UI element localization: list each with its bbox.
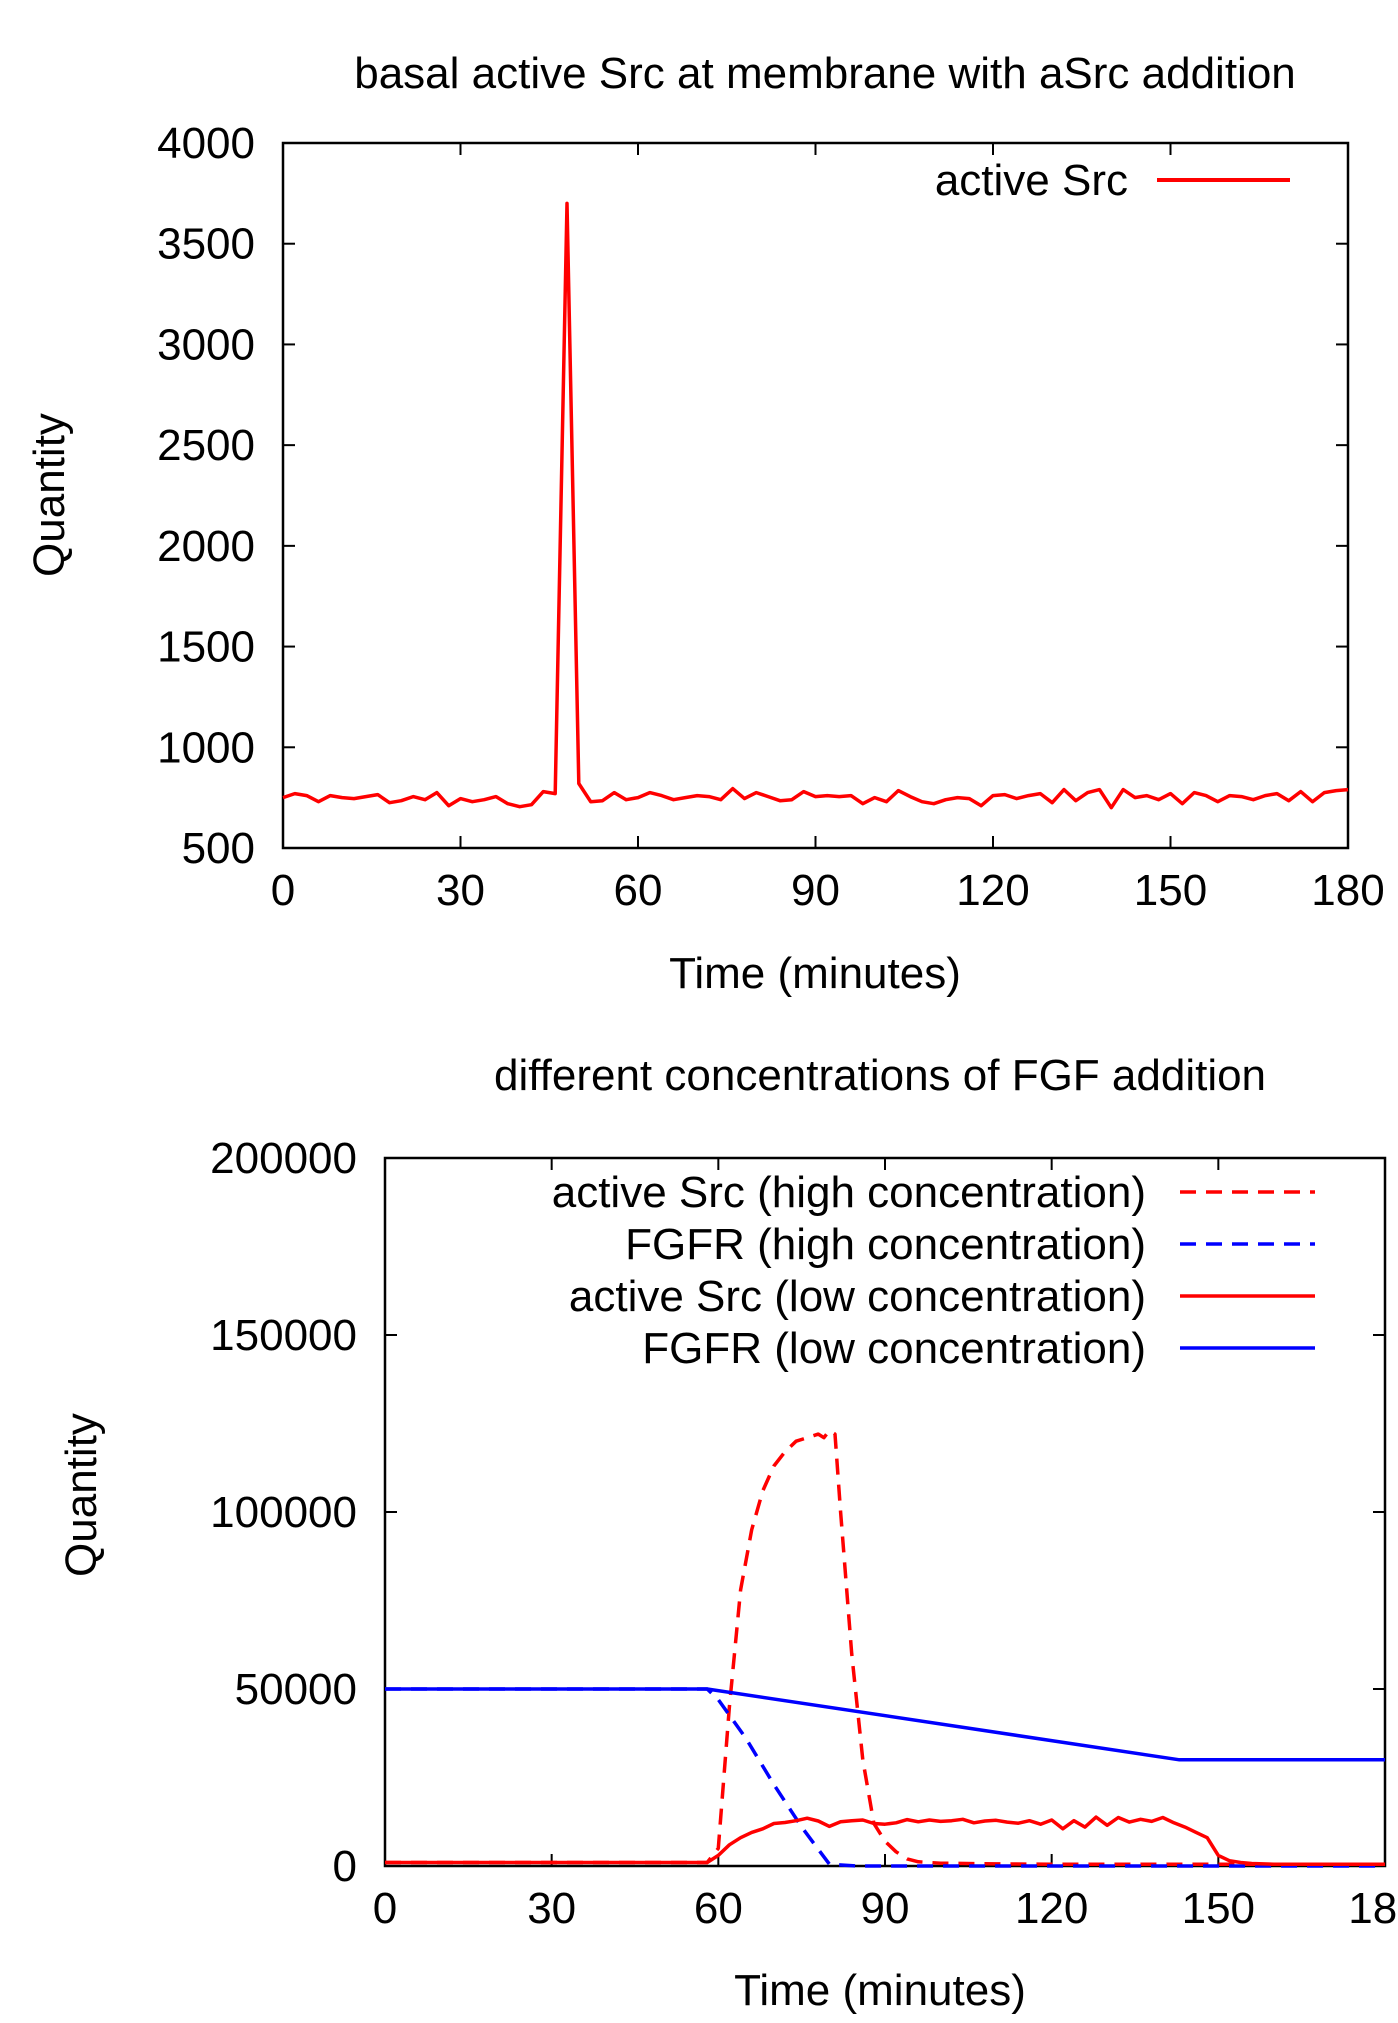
- chart-1-y-tick-label-2: 1500: [157, 623, 255, 672]
- chart-2-x-tick-label-5: 150: [1182, 1884, 1255, 1933]
- chart-2-y-tick-label-2: 100000: [210, 1488, 357, 1537]
- chart-2-series-line-2: [385, 1815, 1385, 1866]
- chart-1-x-tick-label-6: 180: [1311, 866, 1384, 915]
- chart-2-x-tick-label-6: 180: [1348, 1884, 1398, 1933]
- chart-2-y-tick-label-1: 50000: [235, 1665, 357, 1714]
- chart-2-y-tick-label-4: 200000: [210, 1134, 357, 1183]
- chart-2-legend-label-2: FGFR (high concentration): [625, 1220, 1146, 1269]
- chart-1-x-tick-label-5: 150: [1134, 866, 1207, 915]
- chart-1-x-tick-label-0: 0: [271, 866, 295, 915]
- chart-1-y-tick-label-1: 1000: [157, 723, 255, 772]
- chart-2-plot: 0 30 60 90 120 150 180 0 50000 100000 150000 200000: [210, 1134, 1398, 1933]
- chart-1-legend: active Src: [935, 156, 1290, 205]
- chart-1-x-tick-label-1: 30: [436, 866, 485, 915]
- chart-top: basal active Src at membrane with aSrc a…: [25, 49, 1385, 998]
- chart-2-legend-label-1: active Src (high concentration): [552, 1168, 1146, 1217]
- chart-2-series: [385, 1428, 1385, 1868]
- chart-1-title: basal active Src at membrane with aSrc a…: [354, 49, 1296, 98]
- chart-2-legend-label-3: active Src (low concentration): [569, 1272, 1146, 1321]
- chart-1-plot: 0 30 60 90 120 150 180 500 1000 1500 2000 2500 3000 3…: [157, 119, 1385, 915]
- chart-1-frame: [281, 141, 1350, 850]
- chart-1-ticks: 0 30 60 90 120 150 180 500 1000 1500 2000 2500 3000 3…: [157, 119, 1385, 915]
- chart-2-x-tick-label-2: 60: [694, 1884, 743, 1933]
- chart-2-title: different concentrations of FGF addition: [494, 1051, 1266, 1100]
- chart-bottom: different concentrations of FGF addition…: [57, 1051, 1398, 2015]
- chart-1-legend-label: active Src: [935, 156, 1128, 205]
- chart-1-y-tick-label-6: 3500: [157, 220, 255, 269]
- chart-2-y-axis-label: Quantity: [57, 1413, 106, 1577]
- chart-2-x-tick-label-1: 30: [527, 1884, 576, 1933]
- chart-1-x-tick-label-3: 90: [791, 866, 840, 915]
- chart-2-ticks: 0 30 60 90 120 150 180 0 50000 100000 150000 200000: [210, 1134, 1398, 1933]
- chart-1-y-tick-label-3: 2000: [157, 522, 255, 571]
- chart-1-x-tick-label-2: 60: [614, 866, 663, 915]
- chart-2-series-line-0: [385, 1428, 1385, 1866]
- chart-1-y-tick-label-7: 4000: [157, 119, 255, 168]
- chart-2-y-tick-label-0: 0: [333, 1842, 357, 1891]
- chart-1-series-line-0: [282, 201, 1349, 810]
- chart-2-legend: active Src (high concentration) FGFR (hi…: [552, 1168, 1315, 1373]
- chart-1-series: [282, 201, 1349, 810]
- chart-2-legend-label-4: FGFR (low concentration): [642, 1324, 1146, 1373]
- chart-2-x-tick-label-4: 120: [1015, 1884, 1088, 1933]
- chart-1-y-tick-label-4: 2500: [157, 421, 255, 470]
- chart-2-x-tick-label-0: 0: [373, 1884, 397, 1933]
- chart-2-series-line-3: [385, 1687, 1385, 1762]
- chart-1-x-tick-label-4: 120: [956, 866, 1029, 915]
- chart-2-x-tick-label-3: 90: [861, 1884, 910, 1933]
- chart-2-y-tick-label-3: 150000: [210, 1311, 357, 1360]
- chart-1-x-axis-label: Time (minutes): [669, 949, 961, 998]
- chart-1-y-axis-label: Quantity: [25, 413, 74, 577]
- chart-2-x-axis-label: Time (minutes): [734, 1966, 1026, 2015]
- chart-1-y-tick-label-5: 3000: [157, 320, 255, 369]
- chart-1-y-tick-label-0: 500: [182, 824, 255, 873]
